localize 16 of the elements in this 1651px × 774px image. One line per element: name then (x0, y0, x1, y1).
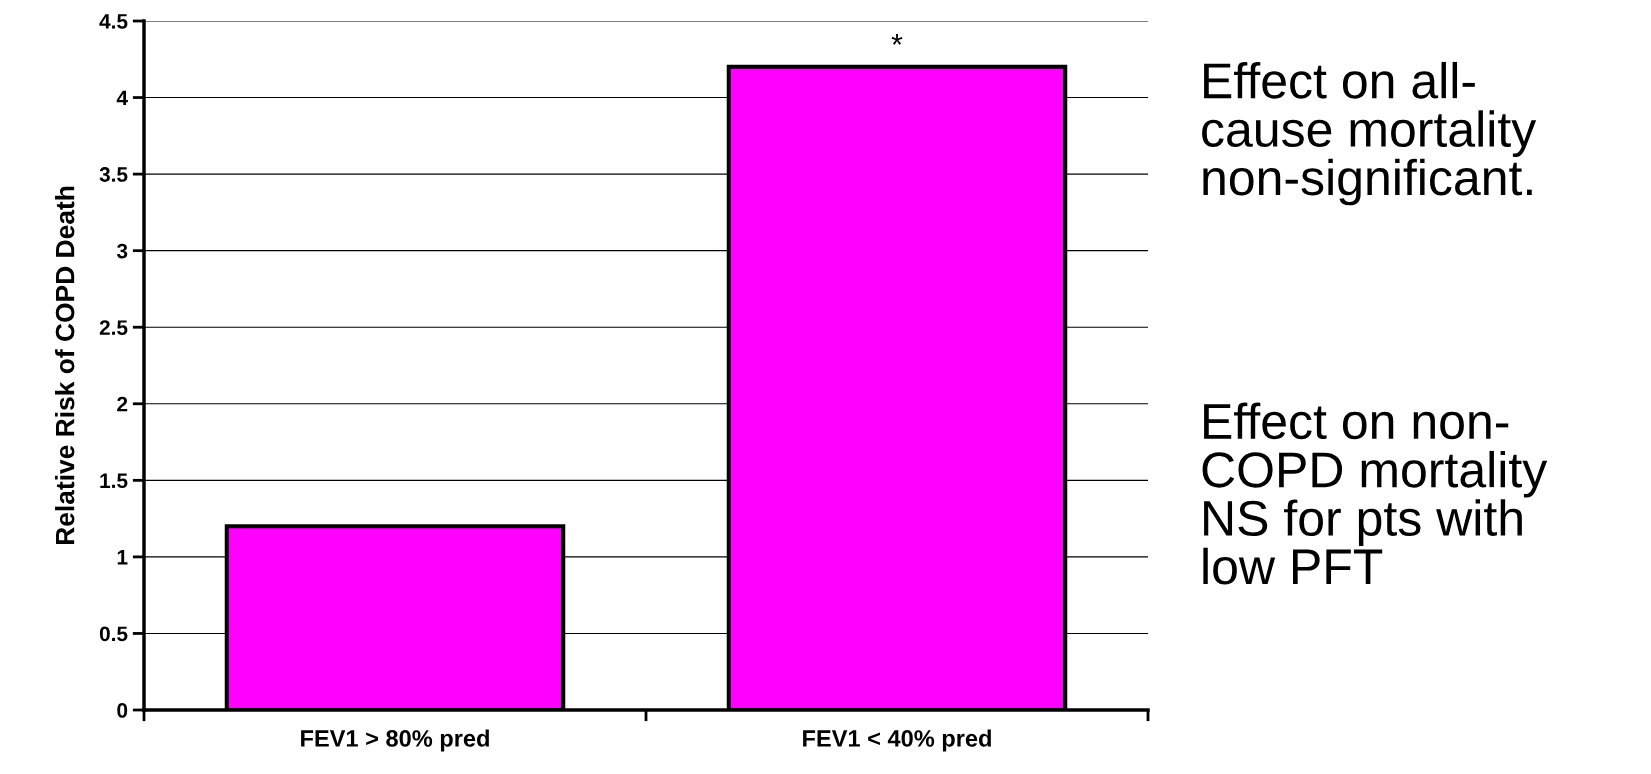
y-tick-label: 3.5 (99, 167, 128, 182)
y-tick-label: 0 (117, 703, 128, 718)
text: Effect on non- COPD mortality NS for pts with low PFT (1202, 402, 1548, 585)
x-tick-label: FEV1 < 40% pred (803, 729, 991, 752)
y-tick-label: 1 (117, 550, 128, 565)
y-tick-label: 2 (117, 396, 128, 412)
y-tick-label: 2.5 (99, 320, 128, 335)
x-tick-label: FEV1 > 80% pred (301, 729, 489, 752)
y-tick-label: 0.5 (99, 626, 128, 642)
y-tick-label: 4.5 (99, 14, 128, 29)
annotation: * (891, 34, 903, 45)
y-tick-label: 4 (116, 90, 128, 106)
y-tick-label: 3 (116, 243, 128, 259)
y-tick-label: 1.5 (100, 473, 128, 489)
text: Effect on all- cause mortality non-significant. (1202, 61, 1537, 206)
y-axis-title: Relative Risk of COPD Death (55, 186, 75, 545)
